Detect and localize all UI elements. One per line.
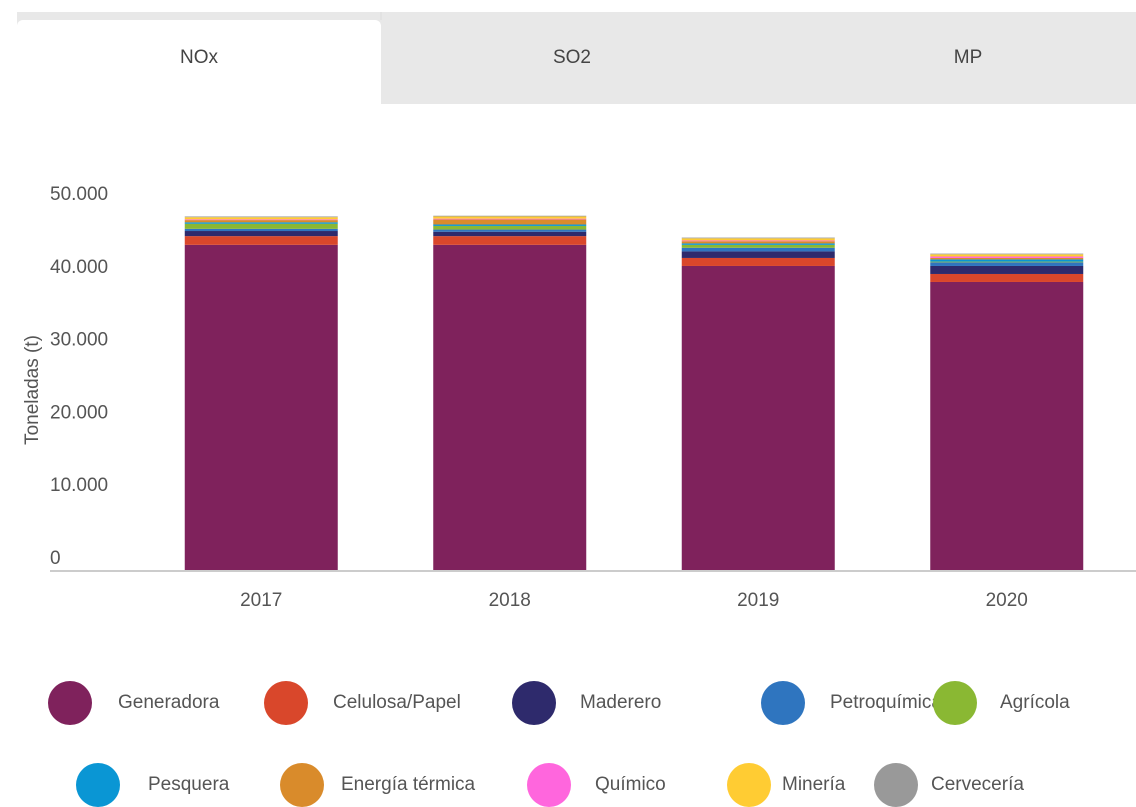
bar-segment — [184, 216, 338, 218]
bar-segment — [433, 218, 587, 220]
legend-label: Energía térmica — [341, 774, 476, 795]
bar-segment — [681, 244, 835, 248]
bar-segment — [681, 241, 835, 244]
bar-segment — [184, 228, 338, 232]
bar-segment — [433, 216, 587, 219]
x-tick-label: 2017 — [240, 590, 282, 611]
x-tick-label: 2018 — [489, 590, 531, 611]
legend-swatch — [527, 763, 571, 807]
bar-segment — [681, 237, 835, 239]
legend-swatch — [761, 681, 805, 725]
legend-swatch — [264, 681, 308, 725]
bar-segment — [433, 215, 587, 217]
bar-segment — [184, 231, 338, 237]
bar-segment — [184, 223, 338, 229]
bar-segment — [681, 257, 835, 266]
bar-segment — [433, 244, 587, 571]
bar-segment — [433, 236, 587, 245]
legend-swatch — [48, 681, 92, 725]
legend-swatch — [933, 681, 977, 725]
y-tick-label: 0 — [50, 548, 61, 569]
legend-label: Minería — [782, 774, 846, 795]
y-axis-label: Toneladas (t) — [22, 335, 43, 445]
y-tick-label: 40.000 — [50, 257, 108, 278]
bar-segment — [681, 247, 835, 252]
tab[interactable]: NOx — [180, 47, 219, 68]
bar-segment — [184, 236, 338, 245]
bar-segment — [433, 224, 587, 226]
tab[interactable]: MP — [954, 47, 983, 68]
legend-label: Pesquera — [148, 774, 230, 795]
bar-segment — [184, 217, 338, 220]
bar-segment — [930, 273, 1084, 282]
bar-segment — [930, 262, 1084, 266]
bar-segment — [184, 222, 338, 224]
legend-swatch — [874, 763, 918, 807]
bar-segment — [930, 281, 1084, 571]
bar-segment — [930, 259, 1084, 262]
bar-segment — [681, 265, 835, 571]
legend-swatch — [280, 763, 324, 807]
x-tick-label: 2019 — [737, 590, 779, 611]
legend-label: Generadora — [118, 692, 220, 713]
bar-segment — [930, 253, 1084, 255]
bar-segment — [184, 219, 338, 221]
legend-swatch — [76, 763, 120, 807]
legend-swatch — [512, 681, 556, 725]
bar-segment — [930, 254, 1084, 257]
tab-active-base — [17, 60, 381, 104]
legend-swatch — [727, 763, 771, 807]
legend-label: Maderero — [580, 692, 661, 713]
bar-segment — [930, 256, 1084, 258]
x-tick-label: 2020 — [986, 590, 1028, 611]
bar-segment — [930, 257, 1084, 260]
y-tick-label: 10.000 — [50, 475, 108, 496]
bar-segment — [433, 225, 587, 230]
bar-segment — [681, 243, 835, 245]
bar-segment — [433, 229, 587, 232]
bar-segment — [681, 240, 835, 242]
legend-label: Agrícola — [1000, 692, 1070, 713]
legend-label: Celulosa/Papel — [333, 692, 461, 713]
bar-segment — [930, 261, 1084, 263]
legend-label: Químico — [595, 774, 666, 795]
legend-label: Cervecería — [931, 774, 1024, 795]
bar-segment — [681, 251, 835, 258]
y-tick-label: 30.000 — [50, 330, 108, 351]
bar-segment — [930, 265, 1084, 274]
legend-label: Petroquímica — [830, 692, 942, 713]
bar-segment — [433, 219, 587, 225]
tab[interactable]: SO2 — [553, 47, 591, 68]
bar-segment — [681, 238, 835, 241]
bar-segment — [433, 231, 587, 237]
bar-segment — [184, 244, 338, 571]
y-tick-label: 50.000 — [50, 184, 108, 205]
y-tick-label: 20.000 — [50, 402, 108, 423]
bar-segment — [184, 220, 338, 223]
